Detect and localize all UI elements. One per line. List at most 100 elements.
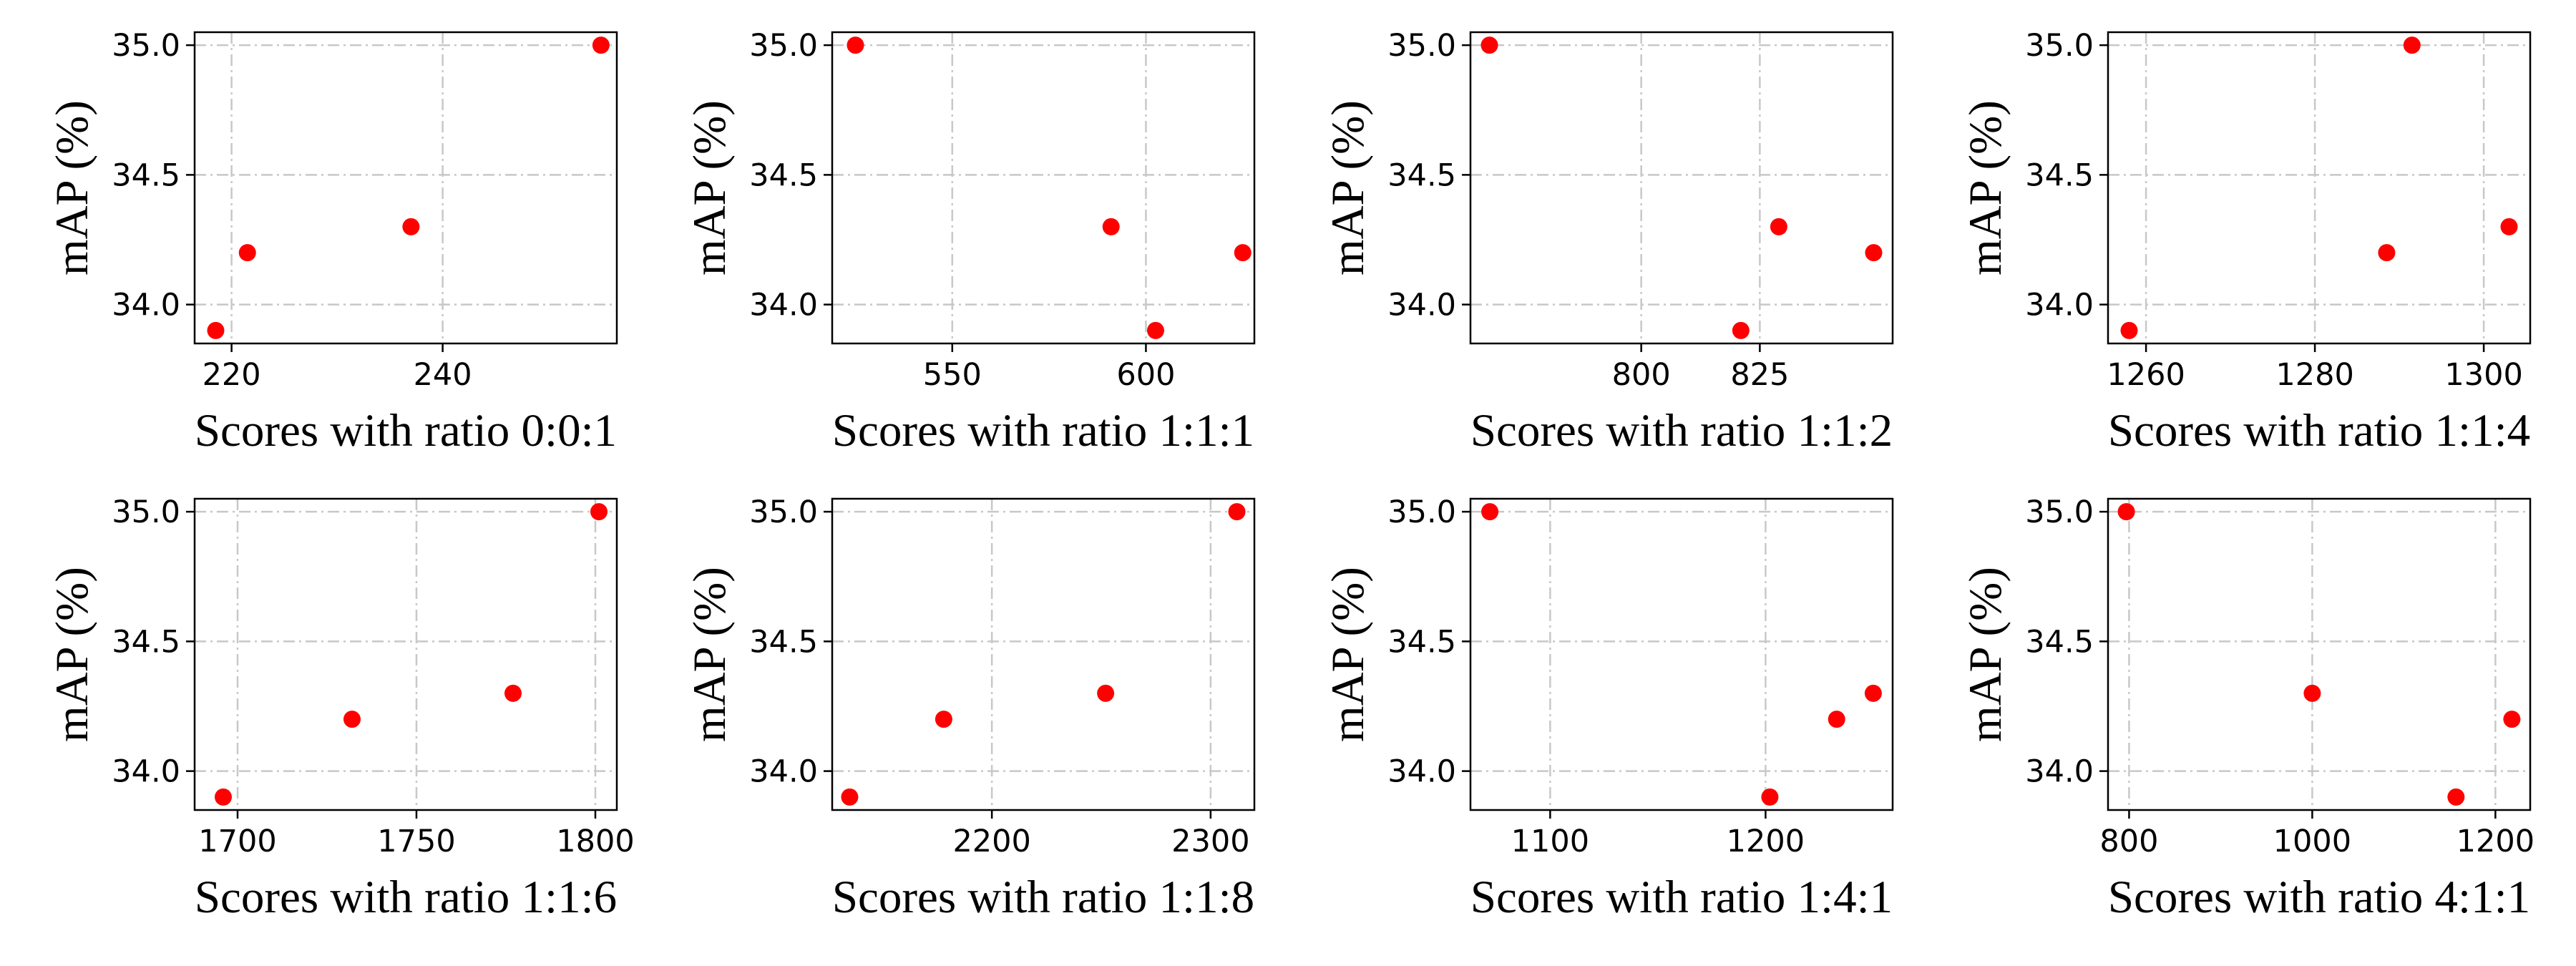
x-axis-label: Scores with ratio 1:4:1: [1470, 872, 1893, 923]
plot-frame: [831, 497, 1256, 811]
data-point: [1234, 244, 1252, 262]
x-axis-label: Scores with ratio 1:1:8: [832, 872, 1254, 923]
data-point: [935, 711, 952, 728]
x-tick-label: 1750: [377, 824, 455, 859]
y-axis-label: mAP (%): [684, 100, 736, 275]
x-axis-label: Scores with ratio 1:1:6: [195, 872, 617, 923]
y-axis-label: mAP (%): [47, 100, 98, 275]
x-tick-label: 1200: [1727, 824, 1805, 859]
plot-frame: [2107, 497, 2532, 811]
plot-frame: [1469, 497, 1894, 811]
subplot-8: 800 1000 1200 34.0 34.5 35.0 Scores with ratio…: [1960, 494, 2534, 923]
y-tick-label: 35.0: [2025, 494, 2094, 530]
data-point: [2447, 788, 2465, 806]
y-tick-label: 34.5: [2025, 624, 2094, 660]
y-tick-label: 34.5: [1387, 624, 1456, 660]
data-point: [1481, 503, 1499, 521]
data-point: [2120, 321, 2138, 339]
plot-frame: [1469, 31, 1894, 345]
y-tick-label: 34.0: [2025, 754, 2094, 790]
x-tick-label: 600: [1116, 357, 1175, 393]
subplot-5: 1700 1750 1800 34.0 34.5 35.0 Scores with rati…: [47, 494, 635, 923]
subplot-2: 550 600 34.0 34.5 35.0 Scores with ratio 1:1:…: [684, 28, 1256, 457]
data-point: [841, 788, 859, 806]
data-point: [1865, 244, 1883, 262]
subplot-6: 2200 2300 34.0 34.5 35.0 Scores with ratio 1:…: [684, 494, 1256, 923]
x-tick-label: 800: [1612, 357, 1671, 393]
data-point: [1097, 684, 1115, 702]
data-point: [1770, 218, 1787, 235]
y-tick-label: 34.5: [1387, 157, 1456, 193]
subplot-1: 220 240 34.0 34.5 35.0 Scores with ratio 0:0:…: [47, 28, 618, 457]
y-tick-label: 34.5: [112, 157, 180, 193]
subplot-4: 1260 1280 1300 34.0 34.5 35.0 Scores with rati…: [1960, 28, 2532, 457]
y-tick-label: 35.0: [749, 28, 818, 64]
y-tick-label: 34.5: [2025, 157, 2094, 193]
y-tick-label: 35.0: [112, 494, 180, 530]
subplot-3: 800 825 34.0 34.5 35.0 Scores with ratio 1:1:…: [1322, 28, 1894, 457]
data-point: [2117, 503, 2135, 521]
x-axis-label: Scores with ratio 1:1:1: [832, 405, 1254, 457]
x-tick-label: 800: [2099, 824, 2158, 859]
plot-frame: [193, 497, 618, 811]
y-tick-label: 35.0: [749, 494, 818, 530]
data-point: [343, 711, 361, 728]
data-point: [1828, 711, 1845, 728]
x-tick-label: 1260: [2107, 357, 2185, 393]
y-tick-label: 34.0: [2025, 288, 2094, 323]
y-tick-label: 34.0: [1387, 754, 1456, 790]
y-axis-label: mAP (%): [1960, 567, 2011, 742]
x-tick-label: 1300: [2444, 357, 2522, 393]
data-point: [590, 503, 608, 521]
y-tick-label: 34.5: [112, 624, 180, 660]
y-tick-label: 34.0: [1387, 288, 1456, 323]
y-tick-label: 34.5: [749, 624, 818, 660]
plot-frame: [2107, 31, 2532, 345]
y-tick-label: 34.5: [749, 157, 818, 193]
y-axis-label: mAP (%): [47, 567, 98, 742]
x-tick-label: 1800: [556, 824, 634, 859]
data-point: [402, 218, 420, 235]
y-tick-label: 34.0: [749, 288, 818, 323]
data-point: [2500, 218, 2518, 235]
data-point: [215, 788, 232, 806]
data-point: [504, 684, 522, 702]
y-tick-label: 34.0: [112, 288, 180, 323]
data-point: [1228, 503, 1246, 521]
x-tick-label: 2300: [1171, 824, 1249, 859]
y-tick-label: 34.0: [112, 754, 180, 790]
x-tick-label: 240: [414, 357, 472, 393]
data-point: [1102, 218, 1120, 235]
x-tick-label: 1100: [1511, 824, 1589, 859]
x-axis-label: Scores with ratio 4:1:1: [2108, 872, 2530, 923]
x-axis-label: Scores with ratio 1:1:4: [2108, 405, 2530, 457]
data-point: [1732, 321, 1750, 339]
x-tick-label: 550: [923, 357, 982, 393]
data-point: [207, 321, 225, 339]
data-point: [1864, 684, 1882, 702]
y-axis-label: mAP (%): [1322, 100, 1374, 275]
y-axis-label: mAP (%): [684, 567, 736, 742]
data-point: [1480, 36, 1498, 54]
x-tick-label: 1000: [2273, 824, 2351, 859]
data-point: [2503, 711, 2521, 728]
y-tick-label: 35.0: [2025, 28, 2094, 64]
x-tick-label: 1700: [198, 824, 276, 859]
data-point: [238, 244, 256, 262]
x-tick-label: 825: [1730, 357, 1789, 393]
x-tick-label: 220: [203, 357, 261, 393]
plot-frame: [193, 31, 618, 345]
data-point: [592, 36, 610, 54]
y-tick-label: 34.0: [749, 754, 818, 790]
data-point: [847, 36, 864, 54]
y-axis-label: mAP (%): [1960, 100, 2011, 275]
data-point: [1761, 788, 1779, 806]
data-point: [2303, 684, 2321, 702]
plot-frame: [831, 31, 1256, 345]
x-tick-label: 2200: [952, 824, 1030, 859]
y-tick-label: 35.0: [1387, 494, 1456, 530]
subplot-7: 1100 1200 34.0 34.5 35.0 Scores with ratio 1:…: [1322, 494, 1894, 923]
y-axis-label: mAP (%): [1322, 567, 1374, 742]
x-tick-label: 1200: [2457, 824, 2534, 859]
